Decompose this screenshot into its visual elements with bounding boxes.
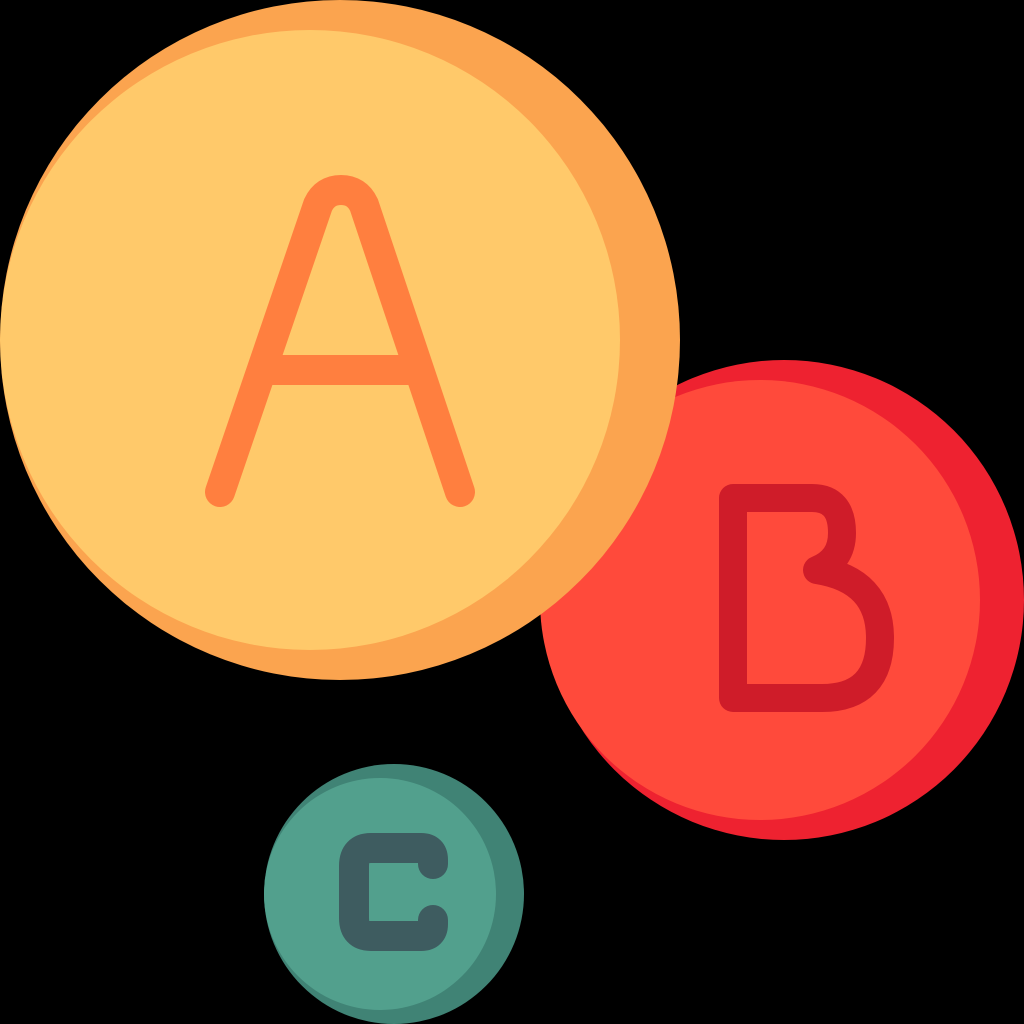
bubble-c-face	[264, 778, 496, 1010]
letter-a-bubble-icon	[0, 0, 680, 680]
letter-a-glyph	[205, 175, 475, 507]
bubble-b-face	[540, 380, 980, 820]
bubble-a-face	[0, 30, 620, 650]
letter-c-glyph	[339, 833, 448, 951]
letter-b-glyph	[719, 484, 894, 712]
letter-c-bubble-icon	[264, 764, 524, 1024]
letter-b-bubble-icon	[540, 360, 1024, 840]
